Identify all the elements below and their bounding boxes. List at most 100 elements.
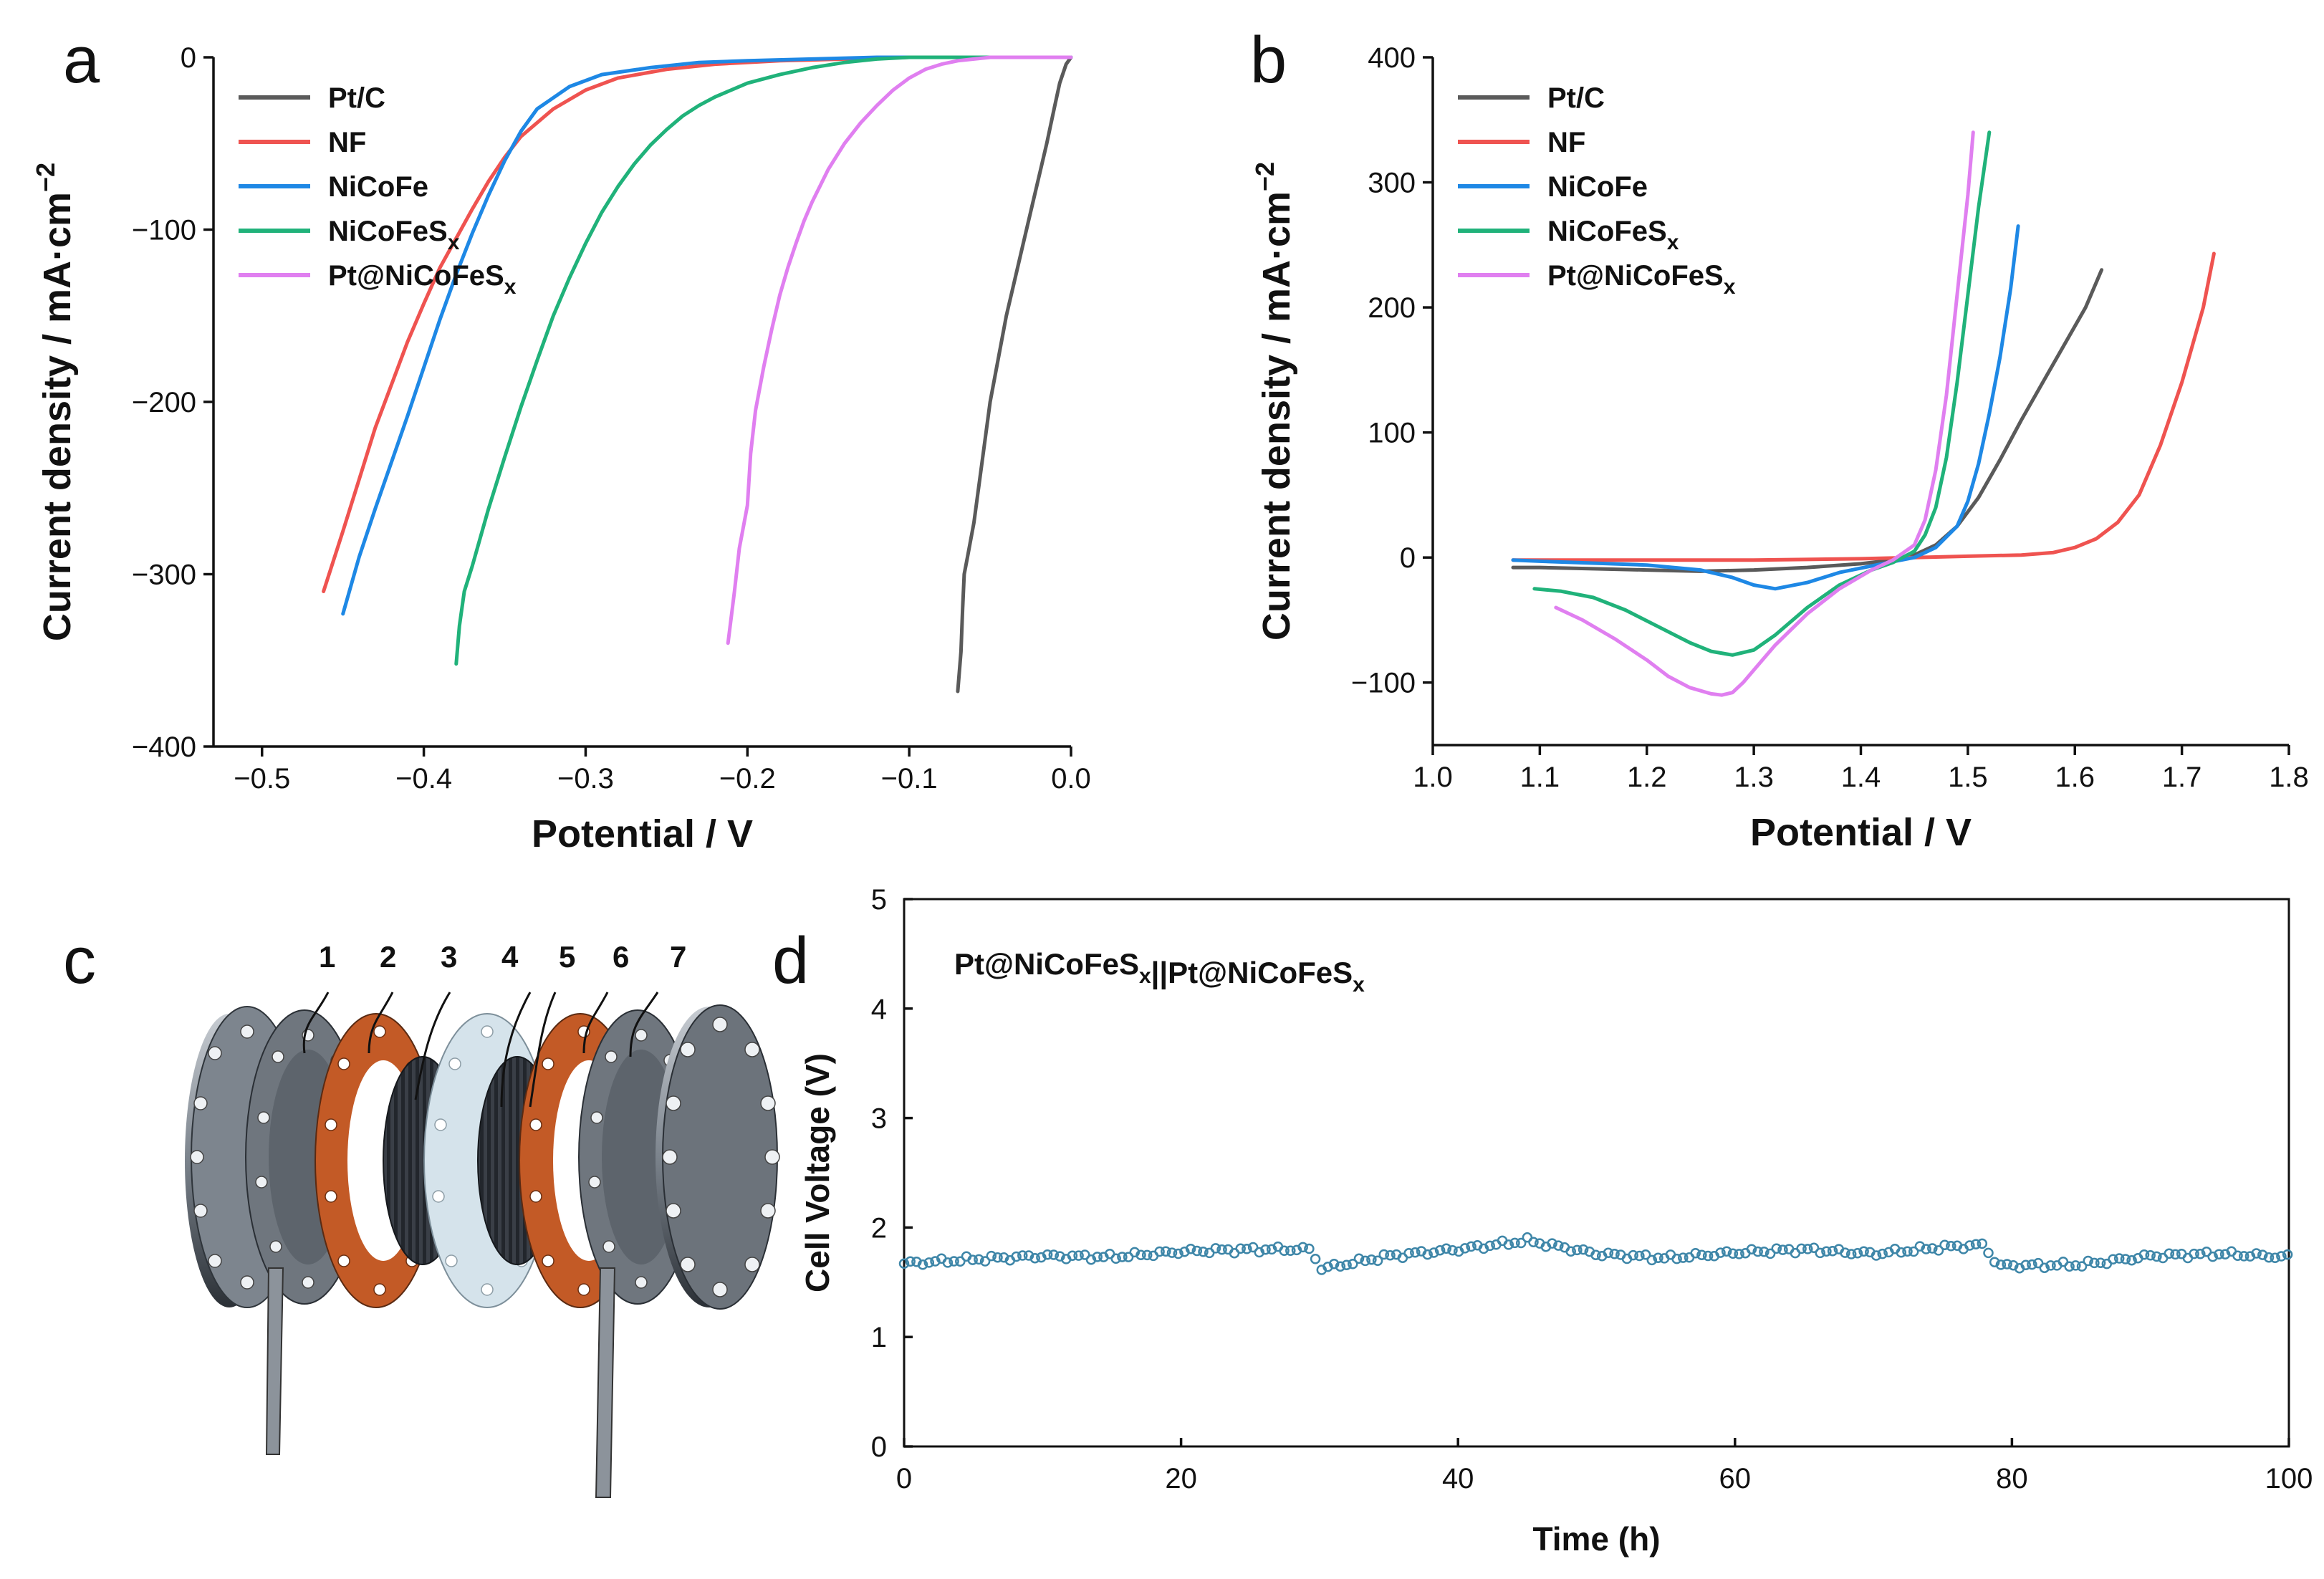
chart-d-point-99 — [1515, 1237, 1527, 1249]
chart-d-point-210 — [2207, 1251, 2218, 1262]
chart-a: −0.5 −0.4 −0.3 −0.2 −0.1 0.0 0 −100 −200 −300 −400… — [31, 42, 1091, 855]
chart-d-point-205 — [2176, 1249, 2187, 1259]
chart-b-y-tick-label-0: −100 — [1351, 668, 1416, 699]
chart-d-point-66 — [1310, 1254, 1321, 1264]
chart-d-point-207 — [2189, 1248, 2199, 1259]
chart-a-x-tick-label-2: −0.3 — [557, 763, 614, 795]
chart-b-x-tick-label-2: 1.2 — [1627, 762, 1667, 793]
chart-d-point-131 — [1715, 1247, 1726, 1258]
chart-d-point-91 — [1466, 1241, 1476, 1252]
chart-d-point-177 — [2002, 1259, 2012, 1270]
chart-d-point-54 — [1235, 1243, 1246, 1254]
chart-d-point-62 — [1285, 1245, 1296, 1257]
chart-d-point-128 — [1696, 1249, 1707, 1260]
chart-d-point-184 — [2045, 1260, 2056, 1271]
chart-d-point-161 — [1902, 1246, 1913, 1257]
chart-d-point-215 — [2238, 1251, 2249, 1262]
chart-d-point-190 — [2083, 1255, 2093, 1267]
chart-d-point-120 — [1646, 1254, 1658, 1266]
chart-d-point-222 — [2282, 1249, 2293, 1260]
chart-d-point-37 — [1129, 1247, 1141, 1258]
callout-label-6: 6 — [613, 940, 629, 974]
chart-d-point-183 — [2039, 1262, 2050, 1273]
chart-d-point-11 — [967, 1254, 978, 1265]
chart-d-point-119 — [1640, 1249, 1651, 1260]
chart-d-point-136 — [1746, 1244, 1757, 1254]
chart-a-y-tick-label-4: −400 — [132, 731, 196, 763]
chart-d-point-30 — [1085, 1254, 1097, 1265]
chart-d-point-173 — [1977, 1238, 1988, 1249]
chart-d-point-76 — [1372, 1255, 1383, 1267]
chart-d-point-56 — [1247, 1242, 1259, 1253]
chart-b-y-tick-label-5: 400 — [1368, 42, 1416, 74]
chart-d-point-58 — [1260, 1244, 1271, 1255]
chart-d-point-42 — [1161, 1246, 1171, 1257]
chart-d-frame — [903, 898, 2290, 1448]
chart-d-point-57 — [1254, 1247, 1265, 1258]
chart-d-point-71 — [1341, 1259, 1352, 1271]
chart-d-point-28 — [1073, 1250, 1084, 1261]
chart-d-point-90 — [1459, 1243, 1471, 1254]
chart-d-point-70 — [1335, 1261, 1346, 1272]
chart-a-legend-label-pt-nicofesx: Pt@NiCoFeSx — [328, 260, 517, 299]
chart-d-point-50 — [1210, 1243, 1221, 1254]
chart-d-point-146 — [1808, 1242, 1820, 1254]
chart-d-point-157 — [1877, 1248, 1888, 1259]
chart-d-point-84 — [1422, 1249, 1433, 1260]
chart-d-point-22 — [1036, 1252, 1047, 1263]
chart-d-point-118 — [1634, 1250, 1645, 1262]
chart-a-y-tick-label-1: −100 — [132, 215, 196, 246]
chart-d-point-27 — [1067, 1250, 1078, 1261]
chart-d-point-156 — [1871, 1250, 1882, 1261]
chart-d-y-tick-label-4: 4 — [871, 994, 887, 1025]
chart-d-y-tick-label-2: 2 — [871, 1212, 887, 1244]
chart-b-x-tick-label-0: 1.0 — [1413, 762, 1453, 793]
chart-d-point-127 — [1690, 1247, 1701, 1259]
chart-d-point-39 — [1141, 1249, 1153, 1261]
chart-d-point-140 — [1771, 1243, 1782, 1254]
chart-d-point-151 — [1840, 1247, 1850, 1258]
panel-letter-b: b — [1250, 24, 1287, 97]
callout-label-2: 2 — [380, 940, 396, 974]
chart-d-point-5 — [930, 1256, 941, 1267]
chart-a-legend-label-nf: NF — [328, 127, 366, 158]
chart-d-point-38 — [1135, 1249, 1146, 1260]
chart-d-point-46 — [1185, 1244, 1196, 1254]
chart-b-series-pt-c — [1511, 268, 2104, 573]
chart-b-x-tick-label-1: 1.1 — [1520, 762, 1560, 793]
chart-d-point-148 — [1821, 1246, 1832, 1257]
callout-label-4: 4 — [501, 940, 519, 974]
chart-d-point-111 — [1590, 1249, 1601, 1260]
chart-d-point-164 — [1921, 1244, 1931, 1254]
chart-d-point-15 — [992, 1252, 1003, 1263]
chart-b-legend-label-nicofesx: NiCoFeSx — [1547, 216, 1679, 254]
chart-d-point-114 — [1609, 1248, 1620, 1259]
chart-b-series-pt-nicofesx — [1554, 130, 1975, 697]
chart-d-point-153 — [1852, 1248, 1863, 1259]
chart-a-legend-label-nicofesx: NiCoFeSx — [328, 216, 460, 254]
chart-d-x-tick-label-1: 20 — [1165, 1463, 1197, 1494]
chart-d-point-104 — [1547, 1238, 1557, 1249]
chart-a-x-tick-label-3: −0.2 — [719, 763, 776, 795]
chart-d-point-98 — [1509, 1237, 1520, 1249]
chart-d-point-113 — [1603, 1247, 1614, 1259]
chart-d-point-109 — [1578, 1244, 1589, 1255]
chart-d-series — [898, 1232, 2293, 1275]
panel-letter-d: d — [772, 924, 809, 997]
chart-d-point-188 — [2070, 1260, 2081, 1271]
chart-d-point-218 — [2257, 1249, 2268, 1260]
chart-d-point-85 — [1429, 1247, 1439, 1258]
chart-d-point-214 — [2232, 1250, 2243, 1261]
chart-d-point-48 — [1198, 1247, 1209, 1257]
chart-a-y-tick-label-3: −300 — [132, 560, 196, 591]
chart-a-legend-label-nicofe: NiCoFe — [328, 171, 428, 203]
chart-b-x-tick-label-5: 1.5 — [1948, 762, 1988, 793]
chart-d-point-133 — [1727, 1248, 1739, 1259]
chart-b-legend-label-pt-c: Pt/C — [1547, 82, 1605, 114]
chart-d-point-147 — [1815, 1247, 1825, 1259]
chart-d-point-4 — [923, 1257, 935, 1268]
chart-d-point-86 — [1434, 1244, 1446, 1256]
chart-d-point-191 — [2089, 1257, 2100, 1269]
chart-d-point-201 — [2151, 1251, 2162, 1262]
